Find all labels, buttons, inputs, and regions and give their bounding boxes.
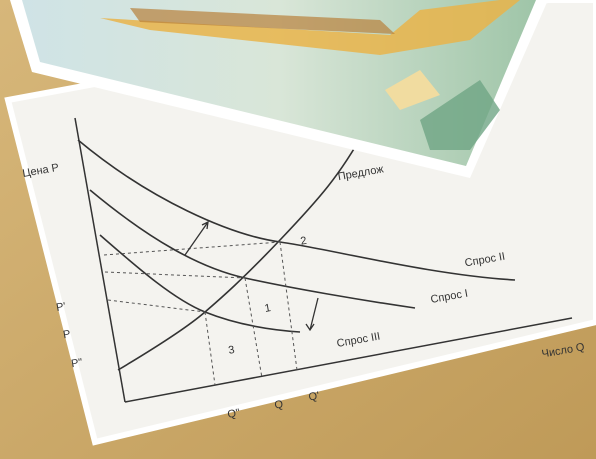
price-label: P" <box>70 357 83 371</box>
arrow <box>305 297 319 332</box>
map-region <box>100 0 520 55</box>
x-axis <box>124 317 573 403</box>
y-axis <box>74 117 126 403</box>
quantity-label: Q' <box>308 390 321 404</box>
map-region <box>420 80 500 150</box>
price-label: P <box>62 328 71 341</box>
quantity-label: Q <box>274 398 285 411</box>
quantity-dash <box>204 241 298 386</box>
supply <box>117 129 366 371</box>
price-dash <box>103 241 281 313</box>
point-label: 2 <box>300 235 308 248</box>
price-label: P' <box>55 301 66 314</box>
arrow <box>184 220 209 256</box>
map-region <box>130 8 395 34</box>
map-region <box>385 70 440 110</box>
point-label: 1 <box>264 302 272 315</box>
diagram: Цена P Число Q Предлож Спрос I Спрос II … <box>22 117 586 421</box>
quantity-label: Q" <box>227 407 241 421</box>
point-label: 3 <box>227 344 235 357</box>
